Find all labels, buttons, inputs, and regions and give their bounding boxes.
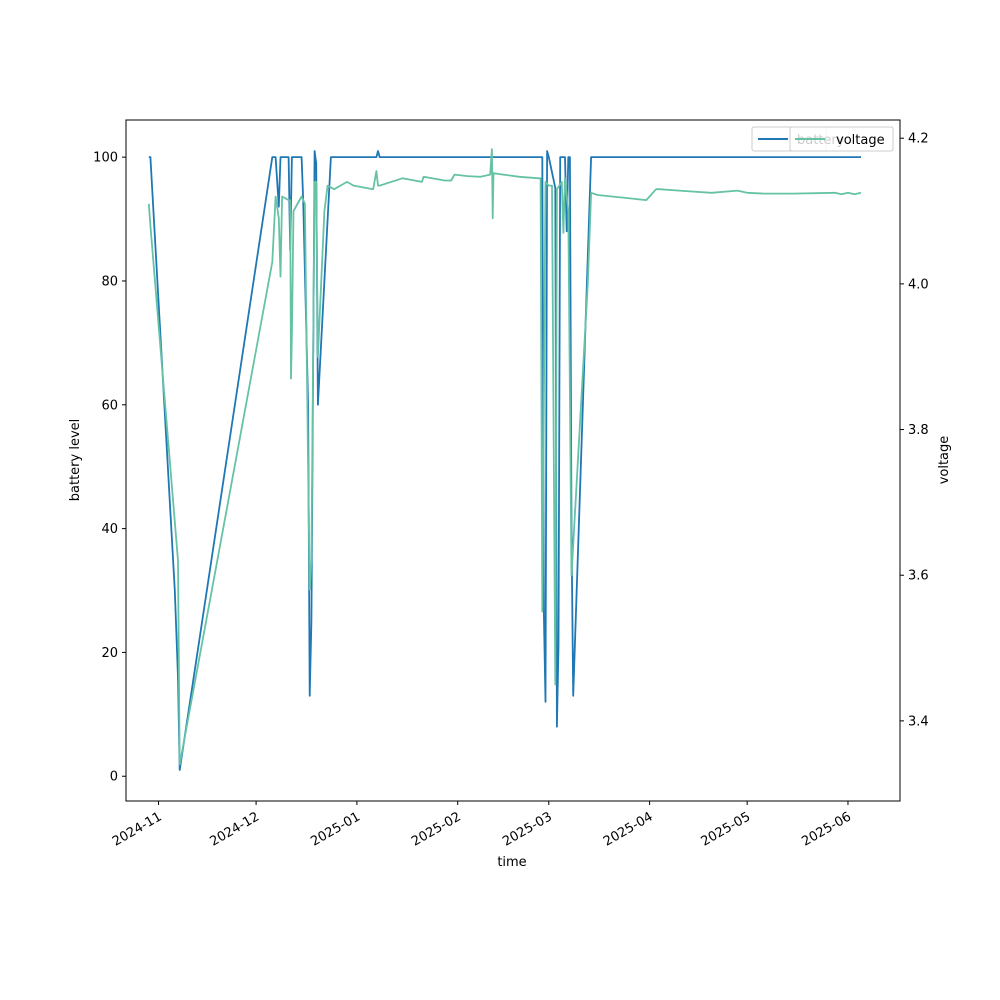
y-tick-label: 20 — [101, 646, 118, 661]
plot-background — [126, 120, 900, 801]
series-line-voltage — [147, 148, 862, 766]
y-tick-label: 0 — [110, 770, 118, 785]
plot-frame — [125, 119, 901, 802]
x-tick-label: 2025-02 — [409, 809, 464, 849]
y2-axis-label: voltage — [937, 436, 952, 485]
y2-tick-label: 3.6 — [908, 569, 929, 584]
y2-tick-label: 3.4 — [908, 714, 929, 729]
legend: battery voltage — [751, 126, 894, 152]
x-tick-label: 2025-06 — [799, 809, 854, 849]
y2-tick-label: 3.8 — [908, 423, 929, 438]
x-tick-label: 2025-03 — [500, 809, 555, 849]
x-tick-label: 2024-11 — [110, 809, 165, 849]
y-tick-label: 80 — [101, 274, 118, 289]
x-tick-label: 2024-12 — [208, 809, 263, 849]
y-tick-label: 60 — [101, 398, 118, 413]
legend-label-voltage: voltage — [836, 133, 885, 148]
y2-tick-label: 4.0 — [908, 277, 929, 292]
x-tick-label: 2025-01 — [308, 809, 363, 849]
x-tick-label: 2025-05 — [699, 809, 754, 849]
x-tick-label: 2025-04 — [601, 809, 656, 849]
x-axis-label: time — [497, 855, 526, 870]
legend-frame-voltage — [789, 126, 894, 152]
y-axis-label: battery level — [68, 419, 83, 502]
y2-tick-label: 4.2 — [908, 132, 929, 147]
y-tick-label: 100 — [93, 151, 118, 166]
series-layer — [147, 148, 862, 771]
y-tick-label: 40 — [101, 522, 118, 537]
